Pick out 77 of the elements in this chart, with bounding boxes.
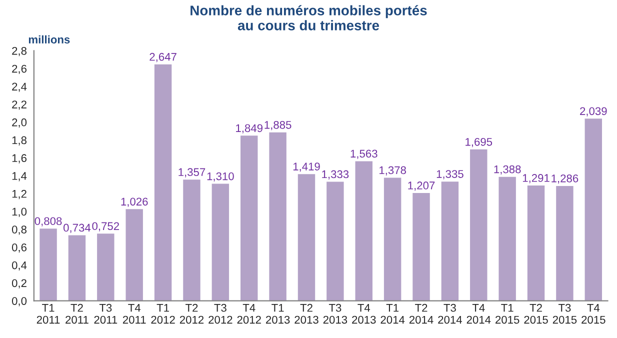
y-tick-label: 1,0 [12, 208, 27, 217]
data-label: 1,357 [178, 168, 206, 178]
bar [412, 193, 430, 301]
chart-title: Nombre de numéros mobiles portés au cours du trimestre [190, 5, 427, 30]
bar [212, 184, 230, 301]
bar [183, 180, 200, 301]
data-label: 1,419 [293, 162, 320, 172]
data-label: 0,808 [34, 217, 62, 226]
data-label: 0,752 [92, 222, 120, 232]
bar [527, 185, 545, 301]
data-label: 1,335 [436, 170, 464, 180]
data-label: 2,647 [150, 52, 176, 62]
bar [298, 174, 316, 301]
bar [126, 209, 143, 301]
data-label: 1,378 [380, 166, 406, 176]
data-label: 1,885 [264, 120, 292, 130]
data-label: 1,026 [121, 198, 148, 207]
data-label: 1,286 [552, 174, 578, 184]
x-tick-label: T4 2013 [352, 304, 376, 324]
y-tick-label: 1,6 [12, 154, 27, 164]
y-tick-label: 1,2 [12, 190, 26, 200]
bar [68, 235, 86, 301]
bar [556, 186, 574, 301]
bar [584, 118, 602, 301]
x-tick-label: T1 2014 [380, 304, 405, 324]
x-tick-label: T4 2014 [466, 304, 491, 324]
data-label: 0,734 [64, 224, 91, 233]
x-tick-label: T4 2012 [237, 304, 261, 324]
y-tick-label: 0,8 [12, 226, 27, 235]
bar [269, 132, 286, 301]
x-tick-label: T3 2012 [208, 304, 232, 324]
data-label: 1,388 [494, 165, 521, 175]
x-tick-label: T2 2011 [66, 304, 88, 324]
data-label: 1,849 [236, 124, 262, 134]
x-tick-label: T1 2012 [151, 304, 175, 324]
x-tick-label: T2 2012 [180, 304, 204, 324]
data-label: 1,563 [350, 150, 378, 159]
bar [97, 234, 114, 301]
y-axis-title: millions [28, 35, 70, 44]
bar [240, 136, 258, 301]
bar [154, 64, 172, 301]
x-tick-label: T3 2015 [552, 304, 577, 324]
bar [40, 228, 57, 301]
data-label: 2,039 [580, 107, 607, 116]
x-tick-label: T3 2014 [438, 304, 462, 324]
bar [470, 149, 488, 301]
x-tick-label: T2 2014 [409, 304, 434, 324]
bar [441, 182, 459, 301]
y-tick-label: 0,4 [12, 261, 27, 271]
x-tick-label: T4 2015 [582, 304, 606, 324]
bar [384, 178, 402, 301]
x-tick-label: T1 2015 [496, 304, 520, 324]
data-label: 1,207 [408, 182, 435, 191]
x-tick-label: T3 2011 [94, 304, 118, 324]
y-tick-label: 2,0 [12, 118, 27, 128]
data-label: 1,333 [322, 170, 349, 180]
y-tick-label: 0,6 [12, 243, 27, 253]
y-tick-label: 1,8 [12, 136, 27, 146]
x-tick-label: T4 2011 [122, 304, 146, 324]
x-tick-label: T2 2013 [294, 304, 318, 324]
y-tick-label: 2,8 [12, 46, 27, 56]
x-tick-label: T3 2013 [323, 304, 348, 324]
bar [498, 176, 516, 301]
y-tick-label: 2,4 [12, 82, 27, 92]
y-tick-label: 2,2 [12, 100, 26, 110]
x-tick-label: T1 2011 [36, 304, 60, 324]
data-label: 1,310 [207, 172, 234, 182]
y-tick-label: 0,2 [12, 279, 26, 288]
data-label: 1,695 [466, 138, 492, 148]
x-tick-label: T1 2013 [266, 304, 290, 324]
y-tick-label: 1,4 [12, 172, 27, 182]
x-tick-label: T2 2015 [524, 304, 548, 324]
data-label: 1,291 [522, 174, 550, 184]
y-tick-label: 0,0 [12, 297, 27, 306]
bar [326, 182, 344, 301]
bar [355, 161, 372, 301]
y-tick-label: 2,6 [12, 64, 27, 74]
